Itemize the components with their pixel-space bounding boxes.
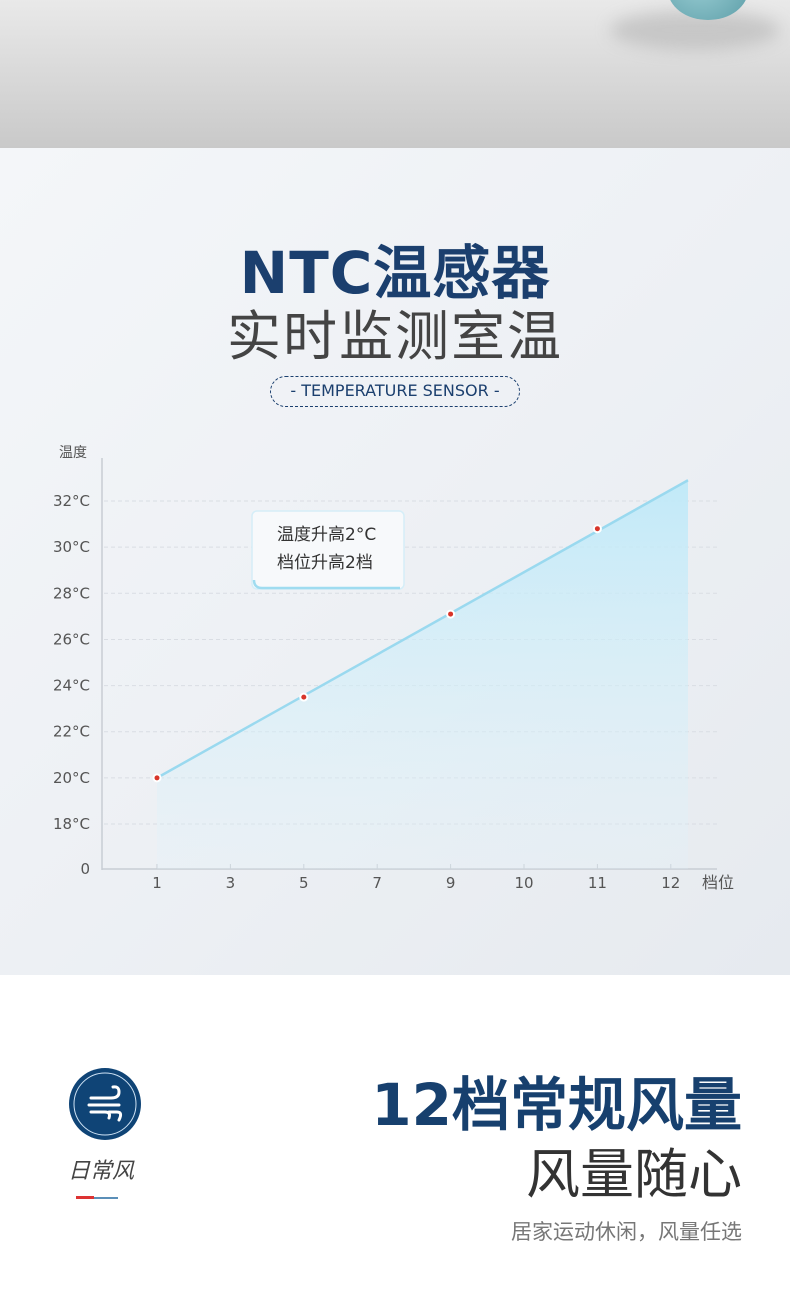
x-tick-label: 5 xyxy=(299,874,309,892)
x-tick-label: 7 xyxy=(372,874,382,892)
data-point xyxy=(594,526,600,532)
wind-icon xyxy=(69,1068,141,1140)
y-tick-label: 28°C xyxy=(53,584,90,602)
y-tick-label: 0 xyxy=(80,860,90,878)
section-subtitle: 实时监测室温 xyxy=(227,305,563,368)
feature-subtitle: 风量随心 xyxy=(526,1143,742,1206)
section-tag: - TEMPERATURE SENSOR - xyxy=(270,376,520,407)
data-point xyxy=(154,775,160,781)
x-tick-label: 9 xyxy=(446,874,456,892)
accent-bar-red xyxy=(76,1196,94,1199)
x-tick-label: 3 xyxy=(226,874,236,892)
y-tick-label: 18°C xyxy=(53,815,90,833)
y-tick-label: 26°C xyxy=(53,630,90,648)
y-axis-label: 温度 xyxy=(59,445,87,461)
section-title: NTC温感器 xyxy=(239,239,551,307)
y-tick-label: 24°C xyxy=(53,677,90,695)
x-tick-label: 12 xyxy=(661,874,680,892)
annotation-box: 温度升高2°C 档位升高2档 xyxy=(251,510,405,590)
data-point xyxy=(448,611,454,617)
product-photo xyxy=(0,0,790,148)
feature-description: 居家运动休闲，风量任选 xyxy=(511,1220,742,1244)
product-object xyxy=(668,0,748,20)
data-point xyxy=(301,694,307,700)
y-tick-label: 30°C xyxy=(53,538,90,556)
accent-bar-blue xyxy=(94,1197,118,1199)
temperature-chart: 温度 档位 018°C20°C22°C24°C26°C28°C30°C32°C … xyxy=(53,445,734,892)
annotation-line-1: 温度升高2°C xyxy=(277,525,376,545)
x-tick-label: 10 xyxy=(514,874,533,892)
y-tick-label: 20°C xyxy=(53,769,90,787)
annotation-line-2: 档位升高2档 xyxy=(277,553,373,573)
mode-label: 日常风 xyxy=(68,1159,135,1184)
x-tick-label: 1 xyxy=(152,874,162,892)
area-fill xyxy=(157,480,688,869)
x-axis-label: 档位 xyxy=(702,873,734,892)
y-tick-label: 32°C xyxy=(53,492,90,510)
feature-title: 12档常规风量 xyxy=(371,1071,742,1139)
x-tick-label: 11 xyxy=(588,874,607,892)
y-tick-label: 22°C xyxy=(53,723,90,741)
